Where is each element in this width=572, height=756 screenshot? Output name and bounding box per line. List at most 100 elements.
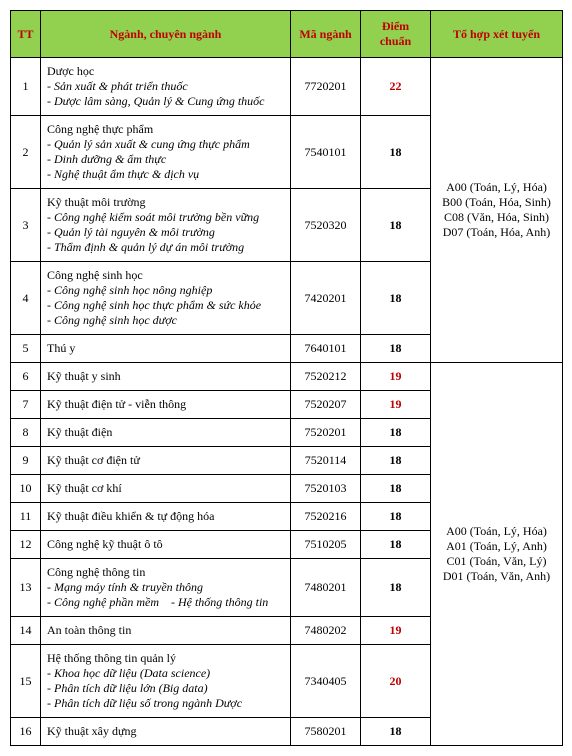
cell-score: 18 [361, 447, 431, 475]
cell-code: 7520212 [291, 363, 361, 391]
header-score: Điểm chuẩn [361, 11, 431, 58]
major-sub: - Dinh dưỡng & ẩm thực [47, 152, 284, 167]
major-sub: - Công nghệ kiểm soát môi trường bền vữn… [47, 210, 284, 225]
major-sub: - Công nghệ sinh học thực phẩm & sức khỏ… [47, 298, 284, 313]
combo-line: A00 (Toán, Lý, Hóa) [437, 524, 556, 539]
cell-major: Dược học- Sản xuất & phát triển thuốc- D… [41, 58, 291, 116]
cell-code: 7480202 [291, 617, 361, 645]
major-name: Công nghệ thông tin [47, 565, 284, 580]
major-name: An toàn thông tin [47, 623, 284, 638]
cell-code: 7520216 [291, 503, 361, 531]
cell-code: 7340405 [291, 645, 361, 718]
cell-major: Kỹ thuật môi trường- Công nghệ kiểm soát… [41, 189, 291, 262]
combo-line: A01 (Toán, Lý, Anh) [437, 539, 556, 554]
major-name: Kỹ thuật điện [47, 425, 284, 440]
cell-score: 18 [361, 531, 431, 559]
cell-tt: 2 [11, 116, 41, 189]
cell-tt: 3 [11, 189, 41, 262]
admissions-table: TT Ngành, chuyên ngành Mã ngành Điểm chu… [10, 10, 563, 746]
cell-tt: 10 [11, 475, 41, 503]
combo-line: A00 (Toán, Lý, Hóa) [437, 180, 556, 195]
cell-major: Kỹ thuật cơ điện tử [41, 447, 291, 475]
major-name: Hệ thống thông tin quản lý [47, 651, 284, 666]
cell-major: Công nghệ thực phẩm- Quản lý sản xuất & … [41, 116, 291, 189]
cell-score: 20 [361, 645, 431, 718]
cell-code: 7520207 [291, 391, 361, 419]
cell-score: 19 [361, 391, 431, 419]
cell-tt: 7 [11, 391, 41, 419]
table-row: 6Kỹ thuật y sinh752021219A00 (Toán, Lý, … [11, 363, 563, 391]
cell-score: 18 [361, 419, 431, 447]
header-combo: Tổ hợp xét tuyển [431, 11, 563, 58]
cell-major: Kỹ thuật y sinh [41, 363, 291, 391]
cell-major: Kỹ thuật điện tử - viễn thông [41, 391, 291, 419]
cell-code: 7640101 [291, 335, 361, 363]
cell-code: 7540101 [291, 116, 361, 189]
combo-line: C08 (Văn, Hóa, Sinh) [437, 210, 556, 225]
cell-tt: 9 [11, 447, 41, 475]
cell-code: 7480201 [291, 559, 361, 617]
cell-tt: 11 [11, 503, 41, 531]
major-sub: - Công nghệ sinh học nông nghiệp [47, 283, 284, 298]
major-sub: - Mạng máy tính & truyền thông [47, 580, 284, 595]
cell-code: 7520201 [291, 419, 361, 447]
header-major: Ngành, chuyên ngành [41, 11, 291, 58]
cell-tt: 13 [11, 559, 41, 617]
cell-major: Kỹ thuật điều khiển & tự động hóa [41, 503, 291, 531]
combo-line: C01 (Toán, Văn, Lý) [437, 554, 556, 569]
cell-score: 18 [361, 262, 431, 335]
cell-score: 19 [361, 363, 431, 391]
cell-score: 19 [361, 617, 431, 645]
cell-combo: A00 (Toán, Lý, Hóa)B00 (Toán, Hóa, Sinh)… [431, 58, 563, 363]
major-name: Công nghệ kỹ thuật ô tô [47, 537, 284, 552]
header-code: Mã ngành [291, 11, 361, 58]
cell-code: 7520114 [291, 447, 361, 475]
combo-line: D07 (Toán, Hóa, Anh) [437, 225, 556, 240]
cell-score: 18 [361, 116, 431, 189]
cell-major: Thú y [41, 335, 291, 363]
cell-tt: 6 [11, 363, 41, 391]
cell-tt: 12 [11, 531, 41, 559]
major-name: Công nghệ thực phẩm [47, 122, 284, 137]
major-name: Kỹ thuật cơ điện tử [47, 453, 284, 468]
cell-score: 18 [361, 559, 431, 617]
cell-major: Công nghệ sinh học- Công nghệ sinh học n… [41, 262, 291, 335]
major-sub: - Phân tích dữ liệu số trong ngành Dược [47, 696, 284, 711]
cell-score: 18 [361, 189, 431, 262]
cell-code: 7520103 [291, 475, 361, 503]
cell-score: 18 [361, 503, 431, 531]
major-name: Thú y [47, 341, 284, 356]
cell-code: 7520320 [291, 189, 361, 262]
cell-code: 7510205 [291, 531, 361, 559]
major-sub: - Công nghệ phần mềm - Hệ thống thông ti… [47, 595, 284, 610]
cell-major: Hệ thống thông tin quản lý- Khoa học dữ … [41, 645, 291, 718]
major-sub: - Phân tích dữ liệu lớn (Big data) [47, 681, 284, 696]
major-name: Kỹ thuật điện tử - viễn thông [47, 397, 284, 412]
cell-tt: 1 [11, 58, 41, 116]
cell-tt: 14 [11, 617, 41, 645]
major-name: Kỹ thuật điều khiển & tự động hóa [47, 509, 284, 524]
major-name: Dược học [47, 64, 284, 79]
major-name: Kỹ thuật môi trường [47, 195, 284, 210]
cell-tt: 8 [11, 419, 41, 447]
major-sub: - Nghệ thuật ẩm thực & dịch vụ [47, 167, 284, 182]
cell-code: 7420201 [291, 262, 361, 335]
major-sub: - Khoa học dữ liệu (Data science) [47, 666, 284, 681]
cell-major: An toàn thông tin [41, 617, 291, 645]
major-name: Kỹ thuật xây dựng [47, 724, 284, 739]
cell-major: Công nghệ thông tin- Mạng máy tính & tru… [41, 559, 291, 617]
cell-score: 18 [361, 335, 431, 363]
major-sub: - Quản lý tài nguyên & môi trường [47, 225, 284, 240]
cell-tt: 4 [11, 262, 41, 335]
cell-score: 22 [361, 58, 431, 116]
table-body: 1Dược học- Sản xuất & phát triển thuốc- … [11, 58, 563, 746]
cell-score: 18 [361, 475, 431, 503]
combo-line: B00 (Toán, Hóa, Sinh) [437, 195, 556, 210]
major-name: Kỹ thuật cơ khí [47, 481, 284, 496]
major-sub: - Công nghệ sinh học dược [47, 313, 284, 328]
major-sub: - Thẩm định & quản lý dự án môi trường [47, 240, 284, 255]
table-row: 1Dược học- Sản xuất & phát triển thuốc- … [11, 58, 563, 116]
major-name: Kỹ thuật y sinh [47, 369, 284, 384]
cell-major: Kỹ thuật điện [41, 419, 291, 447]
major-sub: - Sản xuất & phát triển thuốc [47, 79, 284, 94]
